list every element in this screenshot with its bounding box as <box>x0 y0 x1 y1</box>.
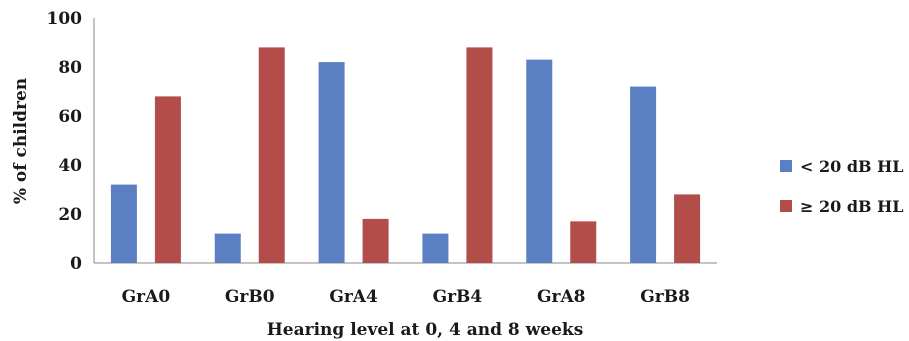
bar-gra4-series-1 <box>318 62 345 263</box>
legend-swatch <box>780 200 792 212</box>
bars <box>110 47 701 264</box>
y-tick-label: 0 <box>70 254 82 274</box>
bar-grb4-series-1 <box>422 233 449 263</box>
y-tick-label: 60 <box>58 107 82 127</box>
bar-grb8-series-1 <box>630 86 657 263</box>
x-tick-label: GrA4 <box>329 287 378 307</box>
y-tick-label: 20 <box>58 205 82 225</box>
bar-gra0-series-2 <box>154 96 181 264</box>
bar-gra8-series-1 <box>526 59 553 264</box>
legend-label: < 20 dB HL <box>800 157 903 176</box>
y-tick-labels: 0 20 40 60 80 100 <box>47 9 83 274</box>
x-axis-title: Hearing level at 0, 4 and 8 weeks <box>267 320 584 340</box>
x-tick-label: GrB0 <box>225 287 275 307</box>
x-tick-label: GrB4 <box>433 287 483 307</box>
x-tick-labels: GrA0 GrB0 GrA4 GrB4 GrA8 GrB8 <box>122 287 690 307</box>
y-tick-label: 80 <box>58 58 82 78</box>
y-axis-title: % of children <box>11 78 31 204</box>
bar-grb8-series-2 <box>674 194 701 263</box>
y-tick-label: 100 <box>47 9 83 29</box>
x-tick-label: GrB8 <box>640 287 690 307</box>
x-tick-label: GrA8 <box>537 287 586 307</box>
legend: < 20 dB HL ≥ 20 dB HL <box>780 157 903 216</box>
bar-gra8-series-2 <box>570 221 597 263</box>
bar-grb4-series-2 <box>466 47 493 264</box>
x-tick-label: GrA0 <box>122 287 171 307</box>
bar-grb0-series-2 <box>258 47 285 264</box>
bar-gra4-series-2 <box>362 218 389 263</box>
legend-swatch <box>780 160 792 172</box>
y-tick-label: 40 <box>58 156 82 176</box>
bar-grb0-series-1 <box>214 233 241 263</box>
legend-label: ≥ 20 dB HL <box>800 197 903 216</box>
bar-gra0-series-1 <box>110 184 137 263</box>
